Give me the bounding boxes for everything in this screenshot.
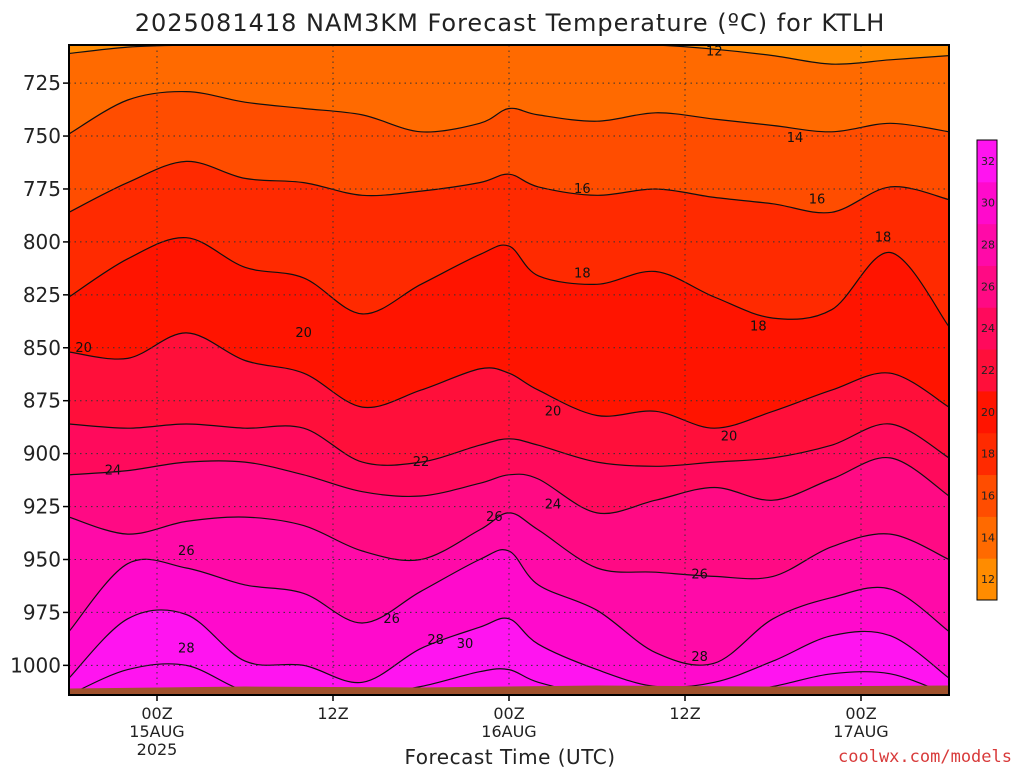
x-tick-label: 12Z <box>317 704 348 723</box>
contour-label-20: 20 <box>295 326 312 341</box>
colorbar: 12 14 16 18 20 22 24 26 28 30 32 <box>976 139 998 601</box>
contour-label-26: 26 <box>383 612 400 627</box>
contour-label-22: 22 <box>413 455 430 470</box>
contour-label-20: 20 <box>721 430 738 445</box>
colorbar-tick: 16 <box>981 489 995 502</box>
colorbar-swatch <box>977 349 997 392</box>
ground-fill <box>69 685 949 695</box>
colorbar-tick: 18 <box>981 448 995 461</box>
contour-line-16 <box>69 160 949 214</box>
contour-label-16: 16 <box>809 193 826 208</box>
contour-line-30 <box>69 609 949 688</box>
contour-label-16: 16 <box>574 182 591 197</box>
y-tick-label: 1000 <box>10 653 61 677</box>
colorbar-tick: 28 <box>981 239 995 252</box>
y-tick-label: 750 <box>23 124 61 148</box>
contour-line-12 <box>69 45 949 65</box>
y-tick-label: 775 <box>23 177 61 201</box>
y-tick-label: 850 <box>23 336 61 360</box>
y-tick-label: 825 <box>23 283 61 307</box>
y-tick-label: 925 <box>23 495 61 519</box>
contour-line-20 <box>69 332 949 429</box>
contour-label-26: 26 <box>691 567 708 582</box>
credit-link[interactable]: coolwx.com/models <box>838 747 1012 767</box>
y-tick-label: 800 <box>23 230 61 254</box>
band-32 <box>69 663 949 695</box>
colorbar-swatch <box>977 390 997 434</box>
contour-line-22 <box>69 423 949 467</box>
colorbar-swatch <box>977 516 997 559</box>
band-30 <box>69 609 949 695</box>
contour-label-18: 18 <box>750 320 767 335</box>
y-tick-label: 900 <box>23 442 61 466</box>
contour-label-28: 28 <box>427 633 444 648</box>
contour-label-14: 14 <box>787 131 804 146</box>
contour-line-18 <box>69 237 949 327</box>
contour-line-32 <box>69 663 949 695</box>
y-tick-label: 725 <box>23 71 61 95</box>
colorbar-tick: 24 <box>981 322 995 335</box>
contour-line-14 <box>69 90 949 135</box>
colorbar-tick: 32 <box>981 155 995 168</box>
x-tick-label: 15AUG <box>129 722 184 741</box>
contour-label-28: 28 <box>691 650 708 665</box>
colorbar-frame <box>976 139 998 601</box>
colorbar-tick: 12 <box>981 573 995 586</box>
contour-label-24: 24 <box>105 464 122 479</box>
contour-label-20: 20 <box>545 404 562 419</box>
y-axis: 725 750 775 800 825 850 875 900 925 950 975 1000 <box>10 71 69 677</box>
contour-label-26: 26 <box>178 544 195 559</box>
colorbar-tick: 30 <box>981 197 995 210</box>
contour-label-18: 18 <box>574 267 591 282</box>
x-tick-label: 2025 <box>137 740 178 759</box>
contour-label-24: 24 <box>545 497 562 512</box>
chart-title: 2025081418 NAM3KM Forecast Temperature (… <box>135 9 886 37</box>
x-tick-label: 16AUG <box>481 722 536 741</box>
colorbar-tick: 20 <box>981 406 995 419</box>
contour-label-12: 12 <box>706 44 723 59</box>
x-tick-label: 00Z <box>493 704 524 723</box>
colorbar-swatch <box>977 558 997 601</box>
colorbar-swatch <box>977 140 997 183</box>
contour-label-28: 28 <box>178 641 195 656</box>
colorbar-swatch <box>977 181 997 225</box>
ground-surface <box>69 685 949 695</box>
x-tick-label: 12Z <box>669 704 700 723</box>
colorbar-tick: 26 <box>981 280 995 293</box>
contour-line-24 <box>69 457 949 515</box>
colorbar-swatch <box>977 265 997 308</box>
contour-label-26: 26 <box>486 510 503 525</box>
contour-label-18: 18 <box>875 231 892 246</box>
y-tick-label: 875 <box>23 389 61 413</box>
x-tick-label: 00Z <box>845 704 876 723</box>
colorbar-swatch <box>977 307 997 350</box>
colorbar-swatch <box>977 223 997 266</box>
colorbar-swatch <box>977 474 997 517</box>
x-tick-label: 17AUG <box>833 722 888 741</box>
y-tick-label: 975 <box>23 600 61 624</box>
colorbar-tick: 14 <box>981 531 995 544</box>
y-tick-label: 950 <box>23 547 61 571</box>
contour-label-30: 30 <box>457 637 474 652</box>
colorbar-tick: 22 <box>981 364 995 377</box>
contour-label-20: 20 <box>75 341 92 356</box>
contour-labels: 12 14 16 16 18 18 18 20 20 20 20 22 24 24 26 26 26 26 28 28… <box>75 44 892 665</box>
plot-area: 12 14 16 16 18 18 18 20 20 20 20 22 24 24 26 26 26 26 28 28… <box>69 44 949 695</box>
x-axis-label: Forecast Time (UTC) <box>404 745 615 768</box>
gridlines <box>69 45 949 695</box>
colorbar-swatch <box>977 432 997 476</box>
x-tick-label: 00Z <box>141 704 172 723</box>
